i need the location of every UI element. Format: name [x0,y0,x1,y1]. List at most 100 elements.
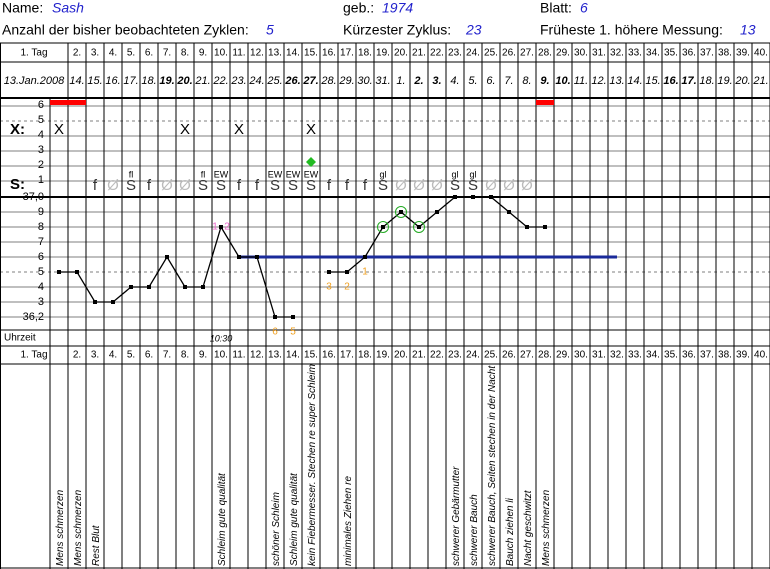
mucus-symbol: f [237,177,242,194]
cervix-label: 1 [212,222,218,233]
date: 17. [681,75,696,87]
s-row-label: S: [10,176,25,193]
date: 2. [413,75,423,87]
date: 17. [123,75,138,87]
day-number: 24. [466,48,480,59]
day-number: 27. [520,350,534,361]
x-mark: X [180,121,190,138]
temperature-point [111,300,115,304]
day-number: 10. [214,350,228,361]
day-number: 18. [358,48,372,59]
cycles-value: 5 [266,22,274,38]
date: 11. [574,75,588,87]
earliest-value: 13 [740,22,756,38]
day-number: 5. [127,350,135,361]
date: 6. [486,75,495,87]
temperature-point [381,225,385,229]
day-number: 40. [754,350,768,361]
day-number: 39. [736,48,750,59]
day-number: 3. [91,48,99,59]
temp-label: 3 [38,296,44,308]
mucus-symbol: Ø [179,177,191,194]
day-number: 15. [304,48,318,59]
day-number: 16. [322,48,336,59]
day-number: 15. [304,350,318,361]
date: 22. [212,75,228,87]
mucus-symbol: f [345,177,350,194]
day-number: 12. [250,48,264,59]
day-number: 26. [502,350,516,361]
temperature-point [165,255,169,259]
mucus-note: EW [286,169,301,179]
temperature-point [129,285,133,289]
day-number: 9. [199,48,207,59]
day-number: 20. [394,350,408,361]
note: Mens schmerzen [541,489,552,566]
day-number: 29. [556,48,570,59]
temp-label: 36,2 [23,311,44,323]
note: Mens schmerzen [55,489,66,566]
date: 4. [450,75,459,87]
date: 26. [284,75,300,87]
date: 12. [591,75,606,87]
level-label: 4 [38,129,44,141]
mucus-symbol: S [288,177,298,194]
day-number: 13. [268,48,282,59]
day-number: 34. [646,350,660,361]
temperature-point [147,285,151,289]
note: Schleim gute qualität [217,472,228,566]
time-row-label: Uhrzeit [4,333,36,344]
date: 24. [248,75,264,87]
temperature-point [363,255,367,259]
temperature-point [291,315,295,319]
note: Schleim gute qualität [289,472,300,566]
date: 8. [522,75,531,87]
mucus-symbol: f [327,177,332,194]
mucus-symbol: f [93,177,98,194]
mucus-symbol: Ø [107,177,119,194]
level-label: 1 [38,174,44,186]
day-number: 4. [109,350,117,361]
mucus-symbol: S [216,177,226,194]
name-value: Sash [52,0,84,16]
mucus-note: gl [451,169,458,179]
x-mark: X [54,121,64,138]
cycles-label: Anzahl der bisher beobachteten Zyklen: [2,22,249,38]
sheet-label: Blatt: [540,0,572,16]
mucus-symbol: f [363,177,368,194]
day-number: 30. [574,48,588,59]
level-label: 3 [38,144,44,156]
count-label: 5 [290,327,296,338]
day-number: 5. [127,48,135,59]
day-number: 17. [340,48,354,59]
date: 29. [338,75,354,87]
note: schwerer Bauch [469,494,480,566]
date: 1. [396,75,405,87]
level-label: 5 [38,114,44,126]
date: 14. [627,75,642,87]
temperature-point [201,285,205,289]
temperature-point [471,195,475,199]
mucus-symbol: Ø [503,177,515,194]
temperature-point [237,255,241,259]
note: minimales Ziehen re [343,476,354,566]
temperature-point [399,210,403,214]
mucus-symbol: S [468,177,478,194]
born-label: geb.: [343,0,374,16]
level-label: 6 [38,99,44,111]
day-number: 10. [214,48,228,59]
temperature-point [525,225,529,229]
day-number: 32. [610,48,624,59]
day-number: 14. [286,350,300,361]
mucus-note: EW [268,169,283,179]
day-number: 33. [628,350,642,361]
mucus-symbol: Ø [521,177,533,194]
mucus-symbol: f [255,177,260,194]
mucus-note: gl [469,169,476,179]
mucus-note: gl [379,169,386,179]
mucus-symbol: Ø [431,177,443,194]
date: 18. [699,75,714,87]
date: 14. [69,75,84,87]
name-label: Name: [2,0,43,16]
day-number: 18. [358,350,372,361]
